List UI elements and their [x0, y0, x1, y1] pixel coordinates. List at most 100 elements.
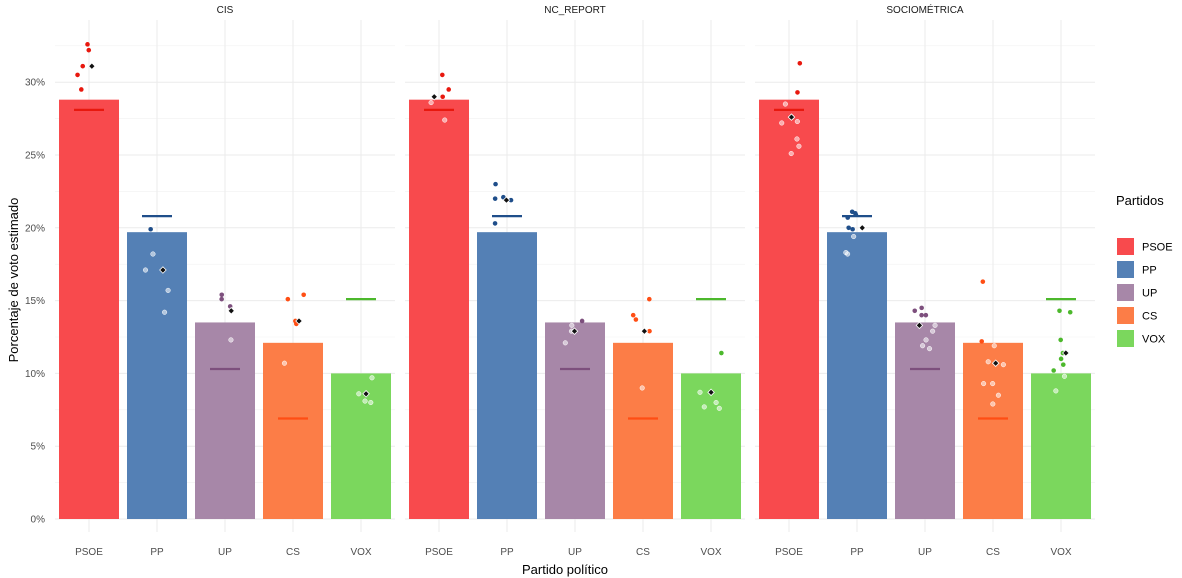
mean-point-cs — [991, 359, 1000, 367]
data-point-psoe — [75, 72, 80, 78]
data-point-psoe — [782, 101, 788, 107]
bar-cs — [613, 342, 673, 519]
data-point-pp — [846, 225, 851, 231]
data-point-cs — [990, 401, 996, 407]
bar-vox — [331, 373, 391, 519]
mean-point-vox — [707, 388, 715, 397]
legend-swatch-psoe — [1117, 238, 1134, 255]
bar-up — [895, 322, 955, 519]
data-point-pp — [492, 221, 498, 226]
mean-point-pp — [502, 196, 511, 204]
data-point-pp — [845, 251, 851, 257]
data-point-vox — [368, 399, 374, 406]
data-point-vox — [1053, 388, 1059, 394]
data-point-pp — [148, 226, 153, 232]
legend: Partidos PSOE PP UP CS VOX — [1116, 193, 1173, 347]
x-tick-label: UP — [568, 547, 582, 558]
data-point-psoe — [446, 87, 452, 92]
legend-title: Partidos — [1116, 193, 1164, 208]
data-point-cs — [285, 296, 291, 302]
data-point-cs — [995, 392, 1001, 398]
data-point-psoe — [794, 136, 800, 142]
data-point-cs — [1000, 362, 1006, 368]
panel-cis: CIS PSOE PP UP CS VOX — [55, 5, 395, 558]
x-tick-label: UP — [218, 547, 232, 558]
data-point-psoe — [428, 100, 434, 106]
y-tick-label: 5% — [31, 442, 46, 453]
data-point-up — [569, 322, 575, 328]
mean-point-psoe — [430, 92, 438, 101]
data-point-pp — [508, 197, 514, 203]
bar-vox — [1031, 373, 1091, 519]
bar-up — [545, 322, 605, 519]
x-tick-label: PSOE — [75, 547, 103, 558]
bar-psoe — [59, 99, 119, 519]
data-point-psoe — [794, 118, 800, 125]
data-point-psoe — [80, 63, 86, 69]
data-point-vox — [697, 389, 703, 395]
data-point-vox — [356, 391, 362, 397]
y-tick-label: 20% — [25, 223, 45, 234]
data-point-psoe — [796, 143, 802, 149]
mean-point-vox — [362, 390, 370, 398]
y-tick-label: 15% — [25, 296, 45, 307]
x-tick-label: VOX — [350, 547, 371, 558]
x-tick-label: CS — [286, 547, 300, 558]
data-point-pp — [493, 181, 498, 187]
data-point-up — [919, 312, 924, 318]
mean-point-psoe — [787, 113, 796, 121]
data-point-up — [919, 305, 924, 311]
data-point-vox — [1057, 308, 1062, 314]
data-point-psoe — [788, 150, 794, 157]
data-point-up — [932, 322, 938, 328]
data-point-up — [926, 346, 933, 352]
data-point-up — [219, 296, 224, 302]
data-point-pp — [142, 267, 149, 273]
x-tick-label: PSOE — [775, 547, 803, 558]
data-point-vox — [1051, 368, 1056, 373]
bar-psoe — [759, 99, 819, 519]
panel-strip-label: SOCIOMÉTRICA — [886, 3, 964, 16]
data-point-up — [219, 292, 225, 298]
data-point-vox — [713, 399, 719, 406]
panel-sociométrica: SOCIOMÉTRICA PSOE PP UP CS VOX — [755, 3, 1095, 558]
data-point-vox — [716, 405, 722, 411]
data-point-up — [930, 328, 936, 334]
data-point-cs — [647, 328, 652, 334]
data-point-vox — [369, 375, 375, 381]
bar-pp — [827, 232, 887, 519]
mean-point-up — [227, 307, 236, 315]
data-point-psoe — [86, 47, 92, 53]
legend-swatch-cs — [1117, 307, 1134, 324]
data-point-vox — [719, 350, 724, 356]
data-point-cs — [979, 339, 985, 344]
data-point-up — [912, 308, 918, 314]
mean-point-cs — [295, 317, 303, 325]
x-tick-label: PP — [150, 547, 164, 558]
bar-pp — [127, 232, 187, 519]
x-tick-label: PSOE — [425, 547, 453, 558]
data-point-pp — [492, 196, 498, 201]
bar-pp — [477, 232, 537, 519]
data-point-pp — [851, 233, 857, 240]
mean-point-up — [570, 327, 579, 335]
data-point-cs — [281, 360, 288, 366]
legend-label-vox: VOX — [1142, 334, 1166, 346]
data-point-pp — [165, 287, 171, 293]
panel-nc_report: NC_REPORT PSOE PP UP CS VOX — [405, 5, 745, 558]
legend-label-pp: PP — [1142, 265, 1157, 277]
data-point-cs — [980, 279, 986, 284]
mean-point-vox — [1062, 349, 1070, 357]
x-tick-label: PP — [850, 547, 864, 558]
x-tick-label: CS — [636, 547, 650, 558]
y-tick-label: 25% — [25, 151, 45, 162]
data-point-pp — [845, 215, 851, 220]
data-point-psoe — [795, 90, 800, 95]
data-point-up — [579, 318, 585, 324]
data-point-cs — [990, 381, 996, 387]
y-axis-title: Porcentaje de voto estimado — [6, 198, 21, 363]
mean-point-pp — [858, 224, 867, 232]
data-point-cs — [633, 317, 639, 322]
